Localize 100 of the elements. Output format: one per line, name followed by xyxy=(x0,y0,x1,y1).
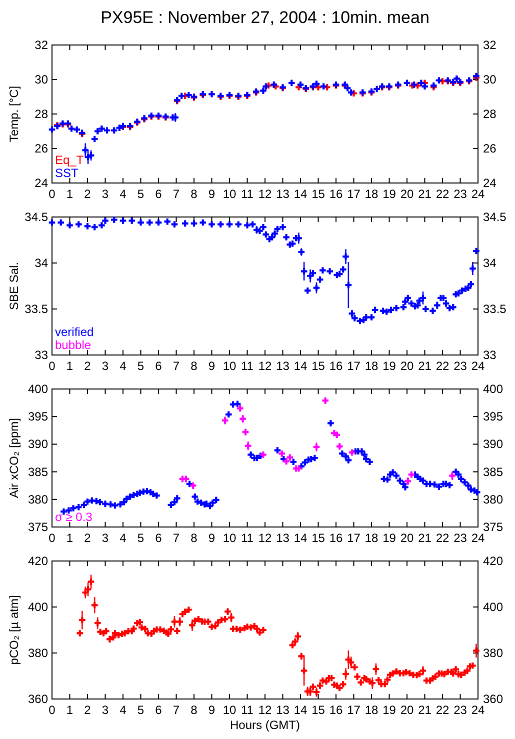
y-tick-label: 385 xyxy=(28,464,48,479)
y2-tick-label: 30 xyxy=(483,72,497,86)
chart-title: PX95E : November 27, 2004 : 10min. mean xyxy=(100,8,430,27)
x-tick-label: 9 xyxy=(208,531,216,545)
x-tick-label: 17 xyxy=(347,359,361,373)
x-tick-label: 7 xyxy=(172,359,180,373)
y-tick-label: 380 xyxy=(28,646,48,660)
y-tick-label: 420 xyxy=(28,554,48,568)
y-tick-label: 24 xyxy=(34,176,48,190)
x-tick-label: 4 xyxy=(120,703,127,717)
x-tick-label: 1 xyxy=(66,187,74,201)
y2-tick-label: 385 xyxy=(483,464,504,479)
x-tick-label: 16 xyxy=(329,359,343,373)
series-label: SST xyxy=(55,166,80,180)
y2-tick-label: 360 xyxy=(483,692,504,706)
x-tick-label: 8 xyxy=(190,531,198,545)
x-tick-label: 13 xyxy=(276,187,290,201)
y-tick-label: 375 xyxy=(28,520,48,534)
y-tick-label: 360 xyxy=(28,692,48,706)
x-tick-label: 14 xyxy=(294,531,308,545)
x-tick-label: 11 xyxy=(241,187,254,201)
y-tick-label: 390 xyxy=(28,437,48,452)
y2-tick-label: 380 xyxy=(483,646,504,660)
x-tick-label: 1 xyxy=(66,359,74,373)
x-tick-label: 12 xyxy=(258,187,272,201)
x-tick-label: 11 xyxy=(241,703,254,717)
x-tick-label: 20 xyxy=(400,187,414,201)
x-tick-label: 22 xyxy=(436,359,450,373)
x-tick-label: 17 xyxy=(347,531,361,545)
x-tick-label: 16 xyxy=(329,187,343,201)
x-tick-label: 20 xyxy=(400,359,414,373)
x-tick-label: 18 xyxy=(364,703,378,717)
x-tick-label: 3 xyxy=(102,187,109,201)
x-tick-label: 12 xyxy=(258,359,272,373)
y-tick-label: 395 xyxy=(28,410,48,424)
x-axis-title: Hours (GMT) xyxy=(230,718,300,732)
y2-tick-label: 400 xyxy=(483,600,504,614)
x-tick-label: 6 xyxy=(155,703,162,717)
y-tick-label: 400 xyxy=(28,600,48,614)
x-tick-label: 23 xyxy=(454,703,468,717)
y2-tick-label: 420 xyxy=(483,554,504,568)
x-tick-label: 20 xyxy=(400,531,414,545)
x-tick-label: 19 xyxy=(382,359,396,373)
y2-tick-label: 34 xyxy=(483,256,497,270)
x-tick-label: 12 xyxy=(258,703,272,717)
x-tick-label: 4 xyxy=(120,359,127,373)
x-tick-label: 9 xyxy=(208,187,216,201)
x-tick-label: 5 xyxy=(137,703,144,717)
y-axis-title: SBE Sal. xyxy=(7,262,21,310)
y2-tick-label: 33.5 xyxy=(483,302,507,316)
x-tick-label: 0 xyxy=(48,359,56,373)
y-tick-label: 34 xyxy=(34,256,48,270)
y2-tick-label: 395 xyxy=(483,410,504,424)
x-tick-label: 2 xyxy=(84,187,92,201)
x-tick-label: 1 xyxy=(66,703,74,717)
y-tick-label: 30 xyxy=(34,72,48,86)
x-tick-label: 0 xyxy=(48,187,56,201)
x-tick-label: 11 xyxy=(241,359,254,373)
y-tick-label: 28 xyxy=(34,107,48,121)
y-tick-label: 33 xyxy=(34,348,48,362)
x-tick-label: 9 xyxy=(208,703,216,717)
y2-tick-label: 32 xyxy=(483,38,497,52)
x-tick-label: 7 xyxy=(172,187,180,201)
x-tick-label: 3 xyxy=(102,531,109,545)
y2-tick-label: 390 xyxy=(483,437,504,452)
x-tick-label: 16 xyxy=(329,703,343,717)
x-tick-label: 16 xyxy=(329,531,343,545)
x-tick-label: 0 xyxy=(48,703,56,717)
y-axis-title: pCO₂ [µ atm] xyxy=(7,595,21,665)
y2-tick-label: 26 xyxy=(483,142,497,156)
y-tick-label: 26 xyxy=(34,142,48,156)
x-tick-label: 19 xyxy=(382,531,396,545)
y-tick-label: 400 xyxy=(28,382,48,396)
x-tick-label: 20 xyxy=(400,703,414,717)
y2-tick-label: 34.5 xyxy=(483,210,507,224)
x-tick-label: 22 xyxy=(436,187,450,201)
legend-label: bubble xyxy=(55,338,92,352)
x-tick-label: 10 xyxy=(222,703,236,717)
x-tick-label: 11 xyxy=(241,531,254,545)
x-tick-label: 14 xyxy=(294,359,308,373)
x-tick-label: 23 xyxy=(454,359,468,373)
x-tick-label: 15 xyxy=(312,359,326,373)
x-tick-label: 17 xyxy=(347,187,361,201)
x-tick-label: 3 xyxy=(102,359,109,373)
y-tick-label: 380 xyxy=(28,492,48,506)
x-tick-label: 0 xyxy=(48,531,56,545)
x-tick-label: 13 xyxy=(276,703,290,717)
x-tick-label: 4 xyxy=(120,187,127,201)
x-tick-label: 21 xyxy=(418,531,432,545)
y-tick-label: 33.5 xyxy=(24,302,48,316)
x-tick-label: 4 xyxy=(120,531,127,545)
x-tick-label: 8 xyxy=(190,359,198,373)
series-label: Eq_T xyxy=(55,153,84,167)
x-tick-label: 14 xyxy=(294,187,308,201)
text: σ ≥ 0.3 xyxy=(55,510,93,524)
x-tick-label: 18 xyxy=(364,531,378,545)
x-tick-label: 17 xyxy=(347,703,361,717)
x-tick-label: 5 xyxy=(137,359,144,373)
x-tick-label: 21 xyxy=(418,703,432,717)
y2-tick-label: 400 xyxy=(483,382,504,396)
